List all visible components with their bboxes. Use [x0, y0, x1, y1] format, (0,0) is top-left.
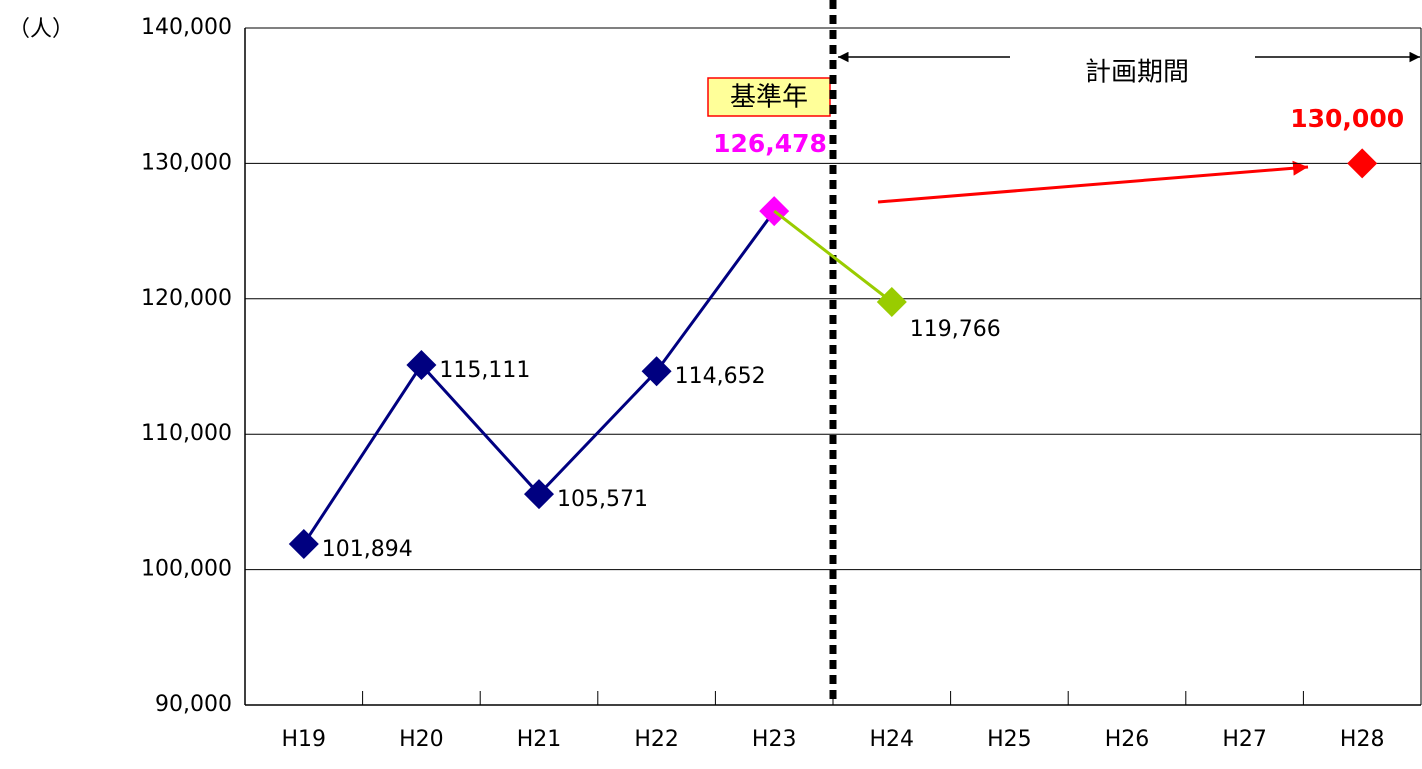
value-label: 115,111 [439, 358, 530, 383]
y-tick-label: 100,000 [141, 557, 232, 582]
trend-arrow [877, 160, 1309, 204]
value-label: 114,652 [675, 364, 766, 389]
value-label: 130,000 [1290, 104, 1404, 133]
value-label: 101,894 [322, 537, 413, 562]
base-year-label: 基準年 [730, 83, 808, 113]
y-tick-label: 120,000 [141, 286, 232, 311]
connector-line [773, 209, 893, 304]
x-tick-label: H21 [517, 727, 562, 752]
x-tick-label: H27 [1222, 727, 1267, 752]
value-label: 126,478 [713, 129, 827, 158]
x-tick-label: H26 [1105, 727, 1150, 752]
marker [876, 286, 907, 317]
y-tick-label: 140,000 [141, 15, 232, 40]
x-tick-label: H24 [870, 727, 915, 752]
marker [524, 479, 554, 510]
marker [641, 356, 672, 387]
x-tick-label: H20 [399, 727, 444, 752]
x-tick-label: H28 [1340, 727, 1385, 752]
value-label: 105,571 [557, 487, 648, 512]
y-tick-label: 90,000 [155, 692, 232, 717]
x-tick-label: H22 [634, 727, 679, 752]
y-tick-label: 130,000 [141, 150, 232, 175]
y-tick-label: 110,000 [141, 421, 232, 446]
x-tick-label: H25 [987, 727, 1032, 752]
x-tick-label: H23 [752, 727, 797, 752]
marker [406, 349, 437, 380]
marker [288, 528, 319, 559]
x-tick-label: H19 [282, 727, 327, 752]
plan-period-label: 計画期間 [1085, 58, 1189, 88]
unit-label: （人） [8, 17, 74, 42]
value-label: 119,766 [910, 317, 1001, 342]
marker [1347, 148, 1378, 179]
